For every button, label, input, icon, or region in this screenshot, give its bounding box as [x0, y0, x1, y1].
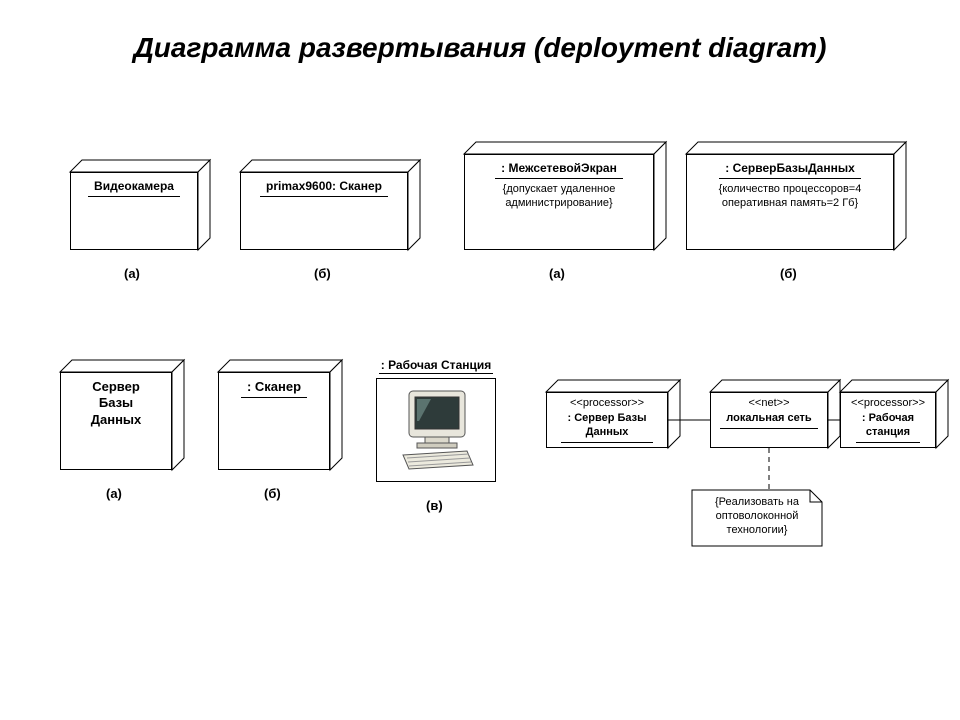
- computer-icon: [377, 379, 497, 483]
- node-label: : Сервер БазыДанных: [561, 410, 652, 443]
- stereotype: <<processor>>: [570, 397, 644, 410]
- node-label: : СерверБазыДанных: [719, 159, 861, 179]
- node-db-server: : СерверБазыДанных {количество процессоро…: [686, 142, 906, 250]
- caption: (а): [106, 486, 122, 501]
- node-face: primax9600: Сканер: [240, 172, 408, 250]
- stereotype: <<processor>>: [851, 397, 925, 410]
- node-primax-scanner: primax9600: Сканер: [240, 160, 420, 250]
- node-constraint: {количество процессоров=4 оперативная па…: [693, 183, 887, 211]
- node-face: : МежсетевойЭкран {допускает удаленное ад…: [464, 154, 654, 250]
- note-text: {Реализовать на оптоволоконной технологи…: [696, 496, 818, 537]
- node-label: : МежсетевойЭкран: [495, 159, 623, 179]
- node-face: : СерверБазыДанных {количество процессоро…: [686, 154, 894, 250]
- note-fiber: {Реализовать на оптоволоконной технологи…: [692, 490, 822, 546]
- stereotype: <<net>>: [749, 397, 790, 410]
- caption: (б): [780, 266, 797, 281]
- caption: (в): [426, 498, 443, 513]
- node-label: локальная сеть: [720, 410, 817, 429]
- node-face: <<processor>>: Рабочаястанция: [840, 392, 936, 448]
- node-videocamera: Видеокамера: [70, 160, 210, 250]
- node-label: Видеокамера: [88, 177, 180, 197]
- node-net-lan: <<net>>локальная сеть: [710, 380, 840, 448]
- caption: (б): [314, 266, 331, 281]
- node-constraint: {допускает удаленное администрирование}: [471, 183, 647, 211]
- node-label: primax9600: Сканер: [260, 177, 388, 197]
- node-face: <<processor>>: Сервер БазыДанных: [546, 392, 668, 448]
- node-scanner: : Сканер: [218, 360, 342, 470]
- page-title: Диаграмма развертывания (deployment diag…: [0, 30, 960, 65]
- node-face: СерверБазыДанных: [60, 372, 172, 470]
- page: Диаграмма развертывания (deployment diag…: [0, 0, 960, 720]
- node-db-server-2: СерверБазыДанных: [60, 360, 184, 470]
- caption: (а): [124, 266, 140, 281]
- node-face: : Сканер: [218, 372, 330, 470]
- node-label: : Сканер: [241, 377, 307, 398]
- node-processor-ws: <<processor>>: Рабочаястанция: [840, 380, 948, 448]
- node-processor-db: <<processor>>: Сервер БазыДанных: [546, 380, 680, 448]
- caption: (б): [264, 486, 281, 501]
- node-firewall: : МежсетевойЭкран {допускает удаленное ад…: [464, 142, 666, 250]
- node-face: Видеокамера: [70, 172, 198, 250]
- caption: (а): [549, 266, 565, 281]
- node-label: СерверБазыДанных: [85, 377, 148, 430]
- node-label: : Рабочаястанция: [856, 410, 920, 443]
- node-workstation: [376, 378, 496, 482]
- workstation-title: : Рабочая Станция: [376, 358, 496, 372]
- node-face: <<net>>локальная сеть: [710, 392, 828, 448]
